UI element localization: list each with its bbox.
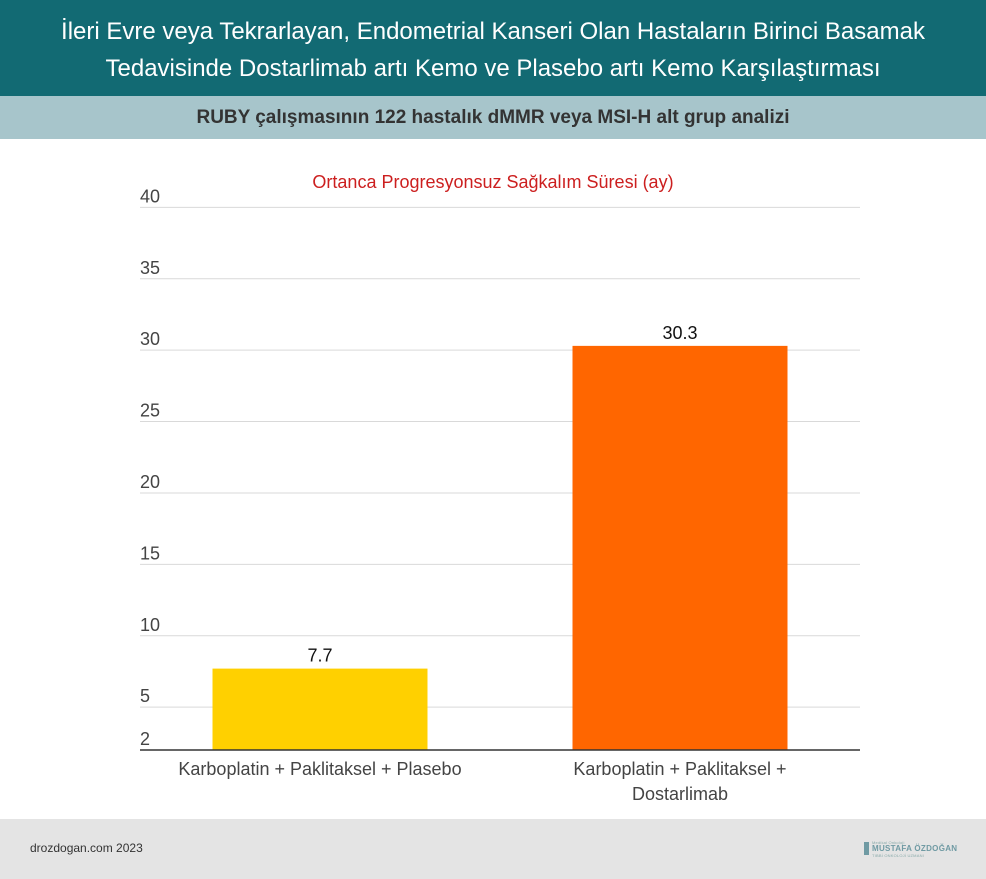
logo-sub-text: TIBBİ ONKOLOJİ UZMANI — [872, 853, 924, 858]
logo-name-text: MUSTAFA ÖZDOĞAN — [872, 844, 958, 853]
subheader-band: RUBY çalışmasının 122 hastalık dMMR veya… — [0, 96, 986, 139]
logo-mark-icon — [864, 842, 869, 855]
y-tick-label: 5 — [140, 686, 150, 706]
x-tick-label: Karboplatin + Paklitaksel + — [573, 759, 786, 779]
footer-band: drozdogan.com 2023 Medikal Onkoloji MUST… — [0, 819, 986, 879]
y-tick-label: 20 — [140, 472, 160, 492]
bar — [212, 668, 428, 750]
footer-credit: drozdogan.com 2023 — [30, 841, 143, 855]
data-label: 30.3 — [662, 323, 697, 343]
y-tick-label: 2 — [140, 729, 150, 749]
chart-title: Ortanca Progresyonsuz Sağkalım Süresi (a… — [312, 172, 673, 192]
logo-top-text: Medikal Onkoloji — [872, 840, 905, 845]
bar — [572, 345, 788, 750]
y-tick-label: 10 — [140, 615, 160, 635]
page-title-line-2: Tedavisinde Dostarlimab artı Kemo ve Pla… — [105, 55, 881, 82]
y-tick-label: 35 — [140, 258, 160, 278]
y-tick-label: 40 — [140, 186, 160, 206]
header-band: İleri Evre veya Tekrarlayan, Endometrial… — [0, 0, 986, 96]
x-tick-label: Dostarlimab — [632, 784, 728, 804]
bar-chart: Ortanca Progresyonsuz Sağkalım Süresi (a… — [140, 172, 860, 804]
subheader-text: RUBY çalışmasının 122 hastalık dMMR veya… — [196, 107, 790, 128]
page-title-line-1: İleri Evre veya Tekrarlayan, Endometrial… — [61, 18, 925, 45]
author-logo: Medikal Onkoloji MUSTAFA ÖZDOĞAN TIBBİ O… — [864, 839, 964, 859]
data-label: 7.7 — [307, 646, 332, 666]
y-tick-label: 15 — [140, 543, 160, 563]
y-tick-label: 25 — [140, 401, 160, 421]
x-tick-label: Karboplatin + Paklitaksel + Plasebo — [178, 759, 461, 779]
y-tick-label: 30 — [140, 329, 160, 349]
